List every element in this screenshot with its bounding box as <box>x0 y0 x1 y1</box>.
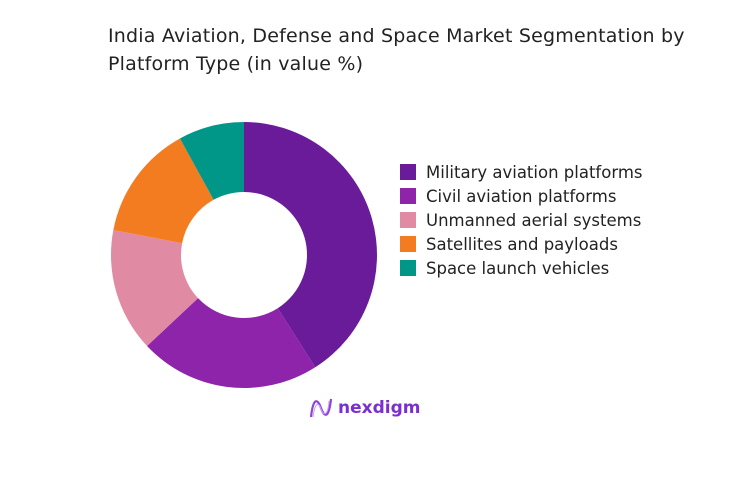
legend-swatch <box>400 212 416 228</box>
legend-item: Civil aviation platforms <box>400 184 643 208</box>
donut-slice-unmanned-aerial-systems <box>111 230 199 347</box>
legend-swatch <box>400 260 416 276</box>
legend-swatch <box>400 236 416 252</box>
legend-item: Unmanned aerial systems <box>400 208 643 232</box>
legend-label: Unmanned aerial systems <box>426 210 642 230</box>
legend-swatch <box>400 188 416 204</box>
legend-item: Satellites and payloads <box>400 232 643 256</box>
nexdigm-logo-icon <box>309 398 333 418</box>
legend-label: Space launch vehicles <box>426 258 610 278</box>
legend-item: Military aviation platforms <box>400 160 643 184</box>
donut-slice-space-launch-vehicles <box>179 122 244 200</box>
legend: Military aviation platforms Civil aviatio… <box>400 160 643 280</box>
nexdigm-logo: nexdigm <box>308 395 420 421</box>
logo-text: nexdigm <box>338 398 421 418</box>
legend-swatch <box>400 164 416 180</box>
legend-label: Military aviation platforms <box>426 162 643 182</box>
donut-slice-satellites-and-payloads <box>113 138 214 244</box>
legend-label: Civil aviation platforms <box>426 186 617 206</box>
donut-slice-civil-aviation-platforms <box>147 298 316 388</box>
donut-slice-military-aviation-platforms <box>244 122 377 368</box>
legend-label: Satellites and payloads <box>426 234 618 254</box>
chart-title: India Aviation, Defense and Space Market… <box>108 25 685 75</box>
legend-item: Space launch vehicles <box>400 256 643 280</box>
